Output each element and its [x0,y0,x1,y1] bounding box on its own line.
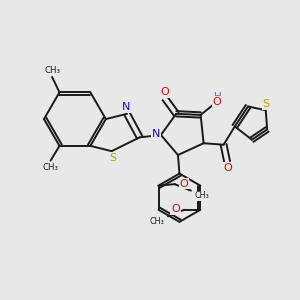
Text: CH₃: CH₃ [43,163,58,172]
Text: O: O [224,163,232,173]
Text: H: H [214,92,222,102]
Text: CH₃: CH₃ [44,66,60,75]
Text: O: O [212,97,221,107]
Text: O: O [171,204,180,214]
Text: N: N [152,128,160,139]
Text: S: S [110,153,117,163]
Text: O: O [160,87,169,97]
Text: N: N [122,102,130,112]
Text: CH₃: CH₃ [194,191,209,200]
Text: CH₃: CH₃ [150,217,164,226]
Text: O: O [180,178,188,189]
Text: S: S [263,99,270,109]
